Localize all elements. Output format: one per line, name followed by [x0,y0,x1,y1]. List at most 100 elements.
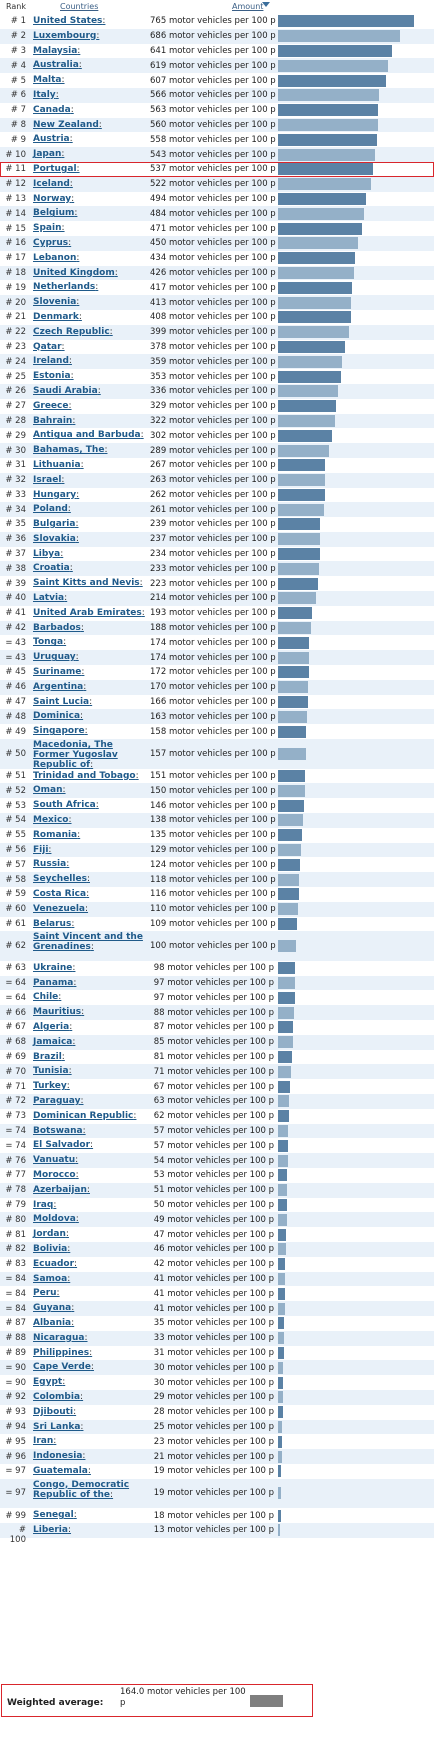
country-name[interactable]: Mexico [33,814,69,825]
country-link[interactable]: Slovakia: [33,534,148,544]
country-name[interactable]: Canada [33,104,71,115]
country-name[interactable]: Jordan [33,1229,66,1240]
country-name[interactable]: Vanuatu [33,1155,76,1166]
country-name[interactable]: Seychelles [33,874,87,885]
country-link[interactable]: Botswana: [33,1126,148,1136]
country-link[interactable]: Luxembourg: [33,31,148,41]
country-link[interactable]: Qatar: [33,342,148,352]
country-name[interactable]: Singapore [33,726,85,737]
country-link[interactable]: Saint Vincent and the Grenadines: [33,932,148,952]
country-name[interactable]: Poland [33,504,68,515]
country-name[interactable]: Japan [33,149,62,160]
country-link[interactable]: South Africa: [33,800,148,810]
country-name[interactable]: El Salvador [33,1140,91,1151]
country-link[interactable]: Mexico: [33,815,148,825]
country-link[interactable]: Lebanon: [33,253,148,263]
country-name[interactable]: Philippines [33,1347,90,1358]
country-name[interactable]: Belgium [33,208,75,219]
country-link[interactable]: Czech Republic: [33,327,148,337]
country-link[interactable]: New Zealand: [33,120,148,130]
country-link[interactable]: Indonesia: [33,1451,148,1461]
country-name[interactable]: Denmark [33,311,79,322]
country-link[interactable]: Japan: [33,149,148,159]
country-link[interactable]: Dominica: [33,711,148,721]
country-link[interactable]: Sri Lanka: [33,1422,148,1432]
country-name[interactable]: Barbados [33,622,81,633]
country-name[interactable]: Turkey [33,1081,67,1092]
country-name[interactable]: Moldova [33,1214,76,1225]
country-name[interactable]: Panama [33,977,74,988]
country-name[interactable]: South Africa [33,800,96,811]
country-name[interactable]: Greece [33,400,69,411]
country-name[interactable]: Indonesia [33,1451,83,1462]
country-link[interactable]: Oman: [33,785,148,795]
country-name[interactable]: Guyana [33,1303,72,1314]
country-name[interactable]: Romania [33,829,78,840]
country-link[interactable]: Cape Verde: [33,1362,148,1372]
country-link[interactable]: Costa Rica: [33,889,148,899]
country-name[interactable]: Ireland [33,356,69,367]
country-link[interactable]: Moldova: [33,1214,148,1224]
country-link[interactable]: Iceland: [33,179,148,189]
country-name[interactable]: Saint Vincent and the Grenadines [33,932,143,953]
country-name[interactable]: Italy [33,89,56,100]
country-link[interactable]: Bulgaria: [33,519,148,529]
country-link[interactable]: Ukraine: [33,963,148,973]
country-name[interactable]: United States [33,16,103,26]
country-link[interactable]: Portugal: [33,164,148,174]
country-name[interactable]: Spain [33,223,62,234]
country-link[interactable]: Fiji: [33,845,148,855]
country-link[interactable]: Jordan: [33,1229,148,1239]
country-link[interactable]: Saint Lucia: [33,697,148,707]
country-name[interactable]: Ecuador [33,1258,75,1269]
country-name[interactable]: Brazil [33,1051,62,1062]
country-name[interactable]: Iraq [33,1199,54,1210]
country-name[interactable]: Uruguay [33,652,76,663]
country-link[interactable]: Canada: [33,105,148,115]
country-link[interactable]: Trinidad and Tobago: [33,771,148,781]
country-name[interactable]: Bahrain [33,415,73,426]
country-name[interactable]: Suriname [33,667,82,678]
country-name[interactable]: Mauritius [33,1007,82,1018]
country-name[interactable]: Fiji [33,844,49,855]
country-link[interactable]: Bolivia: [33,1244,148,1254]
country-name[interactable]: Congo, Democratic Republic of the [33,1479,130,1500]
country-name[interactable]: Iceland [33,178,70,189]
country-link[interactable]: Russia: [33,859,148,869]
country-name[interactable]: Ukraine [33,962,73,973]
country-link[interactable]: Tunisia: [33,1066,148,1076]
country-name[interactable]: Guatemala [33,1465,88,1476]
country-link[interactable]: Austria: [33,134,148,144]
country-name[interactable]: Cape Verde [33,1362,91,1373]
country-name[interactable]: Peru [33,1288,57,1299]
country-name[interactable]: Tunisia [33,1066,69,1077]
country-name[interactable]: Qatar [33,341,62,352]
country-name[interactable]: Australia [33,60,79,71]
country-name[interactable]: Botswana [33,1125,83,1136]
country-link[interactable]: Bahrain: [33,416,148,426]
country-name[interactable]: Saint Lucia [33,696,90,707]
country-name[interactable]: Czech Republic [33,326,110,337]
country-link[interactable]: Venezuela: [33,904,148,914]
country-name[interactable]: Dominican Republic [33,1110,134,1121]
country-link[interactable]: Philippines: [33,1348,148,1358]
country-name[interactable]: Lithuania [33,459,81,470]
country-name[interactable]: Russia [33,859,67,870]
country-name[interactable]: Malaysia [33,45,78,56]
country-link[interactable]: United States: [33,16,148,26]
country-link[interactable]: Slovenia: [33,297,148,307]
country-link[interactable]: Hungary: [33,490,148,500]
country-name[interactable]: Libya [33,548,61,559]
country-name[interactable]: Hungary [33,489,77,500]
country-link[interactable]: Dominican Republic: [33,1111,148,1121]
amount-column-header[interactable]: Amount [232,2,264,11]
country-name[interactable]: Estonia [33,371,71,382]
country-name[interactable]: Iran [33,1436,54,1447]
country-link[interactable]: Liberia: [33,1525,148,1535]
country-link[interactable]: Mauritius: [33,1007,148,1017]
country-link[interactable]: Latvia: [33,593,148,603]
country-name[interactable]: Portugal [33,163,77,174]
country-name[interactable]: Paraguay [33,1095,81,1106]
country-link[interactable]: Malta: [33,75,148,85]
country-name[interactable]: Morocco [33,1169,76,1180]
